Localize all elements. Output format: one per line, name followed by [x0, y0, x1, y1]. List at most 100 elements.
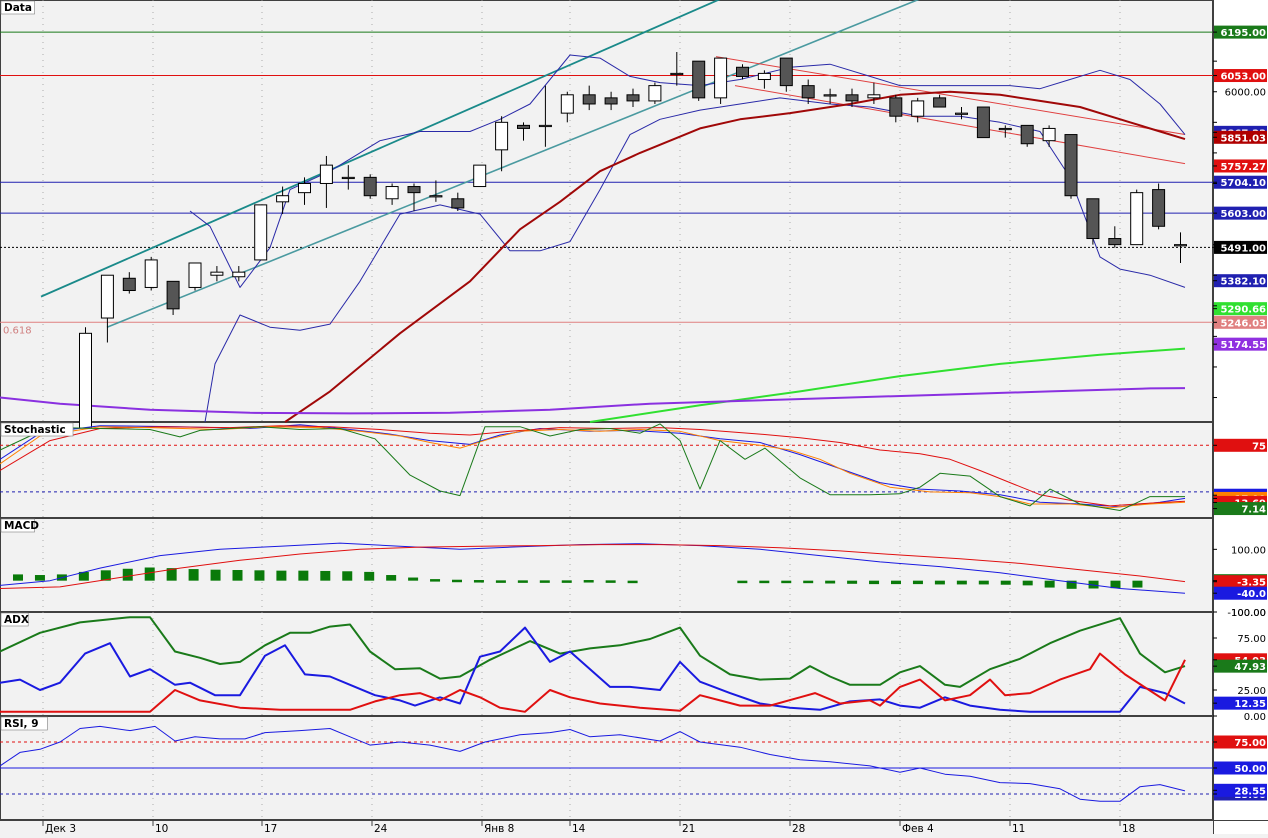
level-label: 6195.00 — [1220, 28, 1266, 39]
level-label: 5491.00 — [1220, 243, 1266, 254]
level-label-box — [1214, 175, 1267, 189]
candle-body — [1064, 134, 1078, 197]
time-tick-label: Фев 4 — [902, 823, 934, 834]
macd-histogram-bar — [78, 571, 89, 581]
level-label: 6053.00 — [1220, 72, 1266, 83]
macd-histogram-bar — [781, 580, 792, 584]
channel-line-upper — [40, 0, 721, 298]
indicator-value-label: 5851.03 — [1220, 133, 1266, 144]
rsi-value-label-box — [1214, 783, 1267, 797]
candle-body — [385, 186, 399, 200]
macd-signal-line — [0, 544, 1186, 589]
macd-histogram-bar — [517, 580, 528, 583]
macd-histogram-bar — [122, 568, 133, 581]
candle-body — [1020, 124, 1034, 145]
minus-di-line — [0, 652, 1186, 713]
candle-body — [495, 121, 509, 151]
macd-histogram-bar — [430, 579, 441, 582]
macd-histogram-bar — [1022, 580, 1033, 586]
indicator-value-label: 5290.66 — [1220, 305, 1266, 316]
time-tick-label: 14 — [572, 823, 586, 834]
candle-body — [933, 97, 947, 108]
rsi-level-label: 50.00 — [1234, 764, 1266, 775]
macd-histogram-bar — [759, 580, 770, 584]
macd-histogram-bar — [1000, 580, 1011, 585]
candle-body — [473, 164, 487, 188]
level-label-box — [1214, 206, 1267, 220]
macd-histogram-bar — [254, 570, 265, 581]
candle-body — [232, 271, 246, 278]
macd-histogram-bar — [1132, 580, 1143, 588]
candle-body — [79, 332, 92, 429]
downtrend-line-upper — [715, 56, 1186, 136]
macd-histogram-bar — [956, 580, 967, 585]
adx-value-label: 12.35 — [1234, 699, 1266, 710]
level-label-box — [1214, 69, 1267, 83]
rsi-level-label: 75.00 — [1234, 738, 1266, 749]
adx-value-label-box — [1214, 696, 1267, 710]
candle-body — [560, 94, 574, 114]
candle-body — [582, 94, 596, 105]
macd-histogram-bar — [34, 575, 45, 581]
stochastic-level-label-box — [1214, 438, 1267, 452]
rsi-title: RSI, 9 — [4, 718, 39, 730]
adx-line — [0, 616, 1186, 688]
channel-line-lower — [106, 0, 920, 328]
macd-title-box — [0, 518, 35, 533]
macd-title: MACD — [4, 520, 39, 532]
data-title-box — [0, 0, 35, 15]
macd-histogram-bar — [473, 580, 484, 583]
macd-histogram-bar — [13, 574, 23, 581]
price-tick-label: 6000.00 — [1225, 88, 1266, 99]
candle-body — [998, 127, 1012, 131]
adx-title-box — [0, 612, 29, 627]
macd-histogram-bar — [1066, 580, 1077, 589]
macd-value-label: -40.0 — [1237, 589, 1266, 600]
level-label-box — [1214, 25, 1267, 39]
candle-body — [254, 204, 268, 261]
candle-body — [517, 124, 530, 129]
macd-histogram-bar — [869, 580, 880, 585]
candle-body — [692, 60, 706, 99]
time-tick-label: 11 — [1012, 823, 1025, 834]
macd-histogram-bar — [934, 580, 945, 585]
candle-body — [144, 259, 158, 288]
macd-histogram-bar — [342, 571, 353, 581]
candle-body — [407, 186, 421, 194]
adx-value-label: 47.93 — [1234, 662, 1266, 673]
rsi-level-label-box — [1214, 735, 1267, 749]
adx-tick-label: 0.00 — [1244, 712, 1266, 723]
candle-body — [889, 97, 903, 117]
candle-body — [604, 97, 618, 105]
adx-title: ADX — [4, 614, 29, 626]
rsi-value-label: 28.55 — [1234, 786, 1266, 797]
macd-histogram-bar — [978, 580, 989, 585]
candle-body — [779, 57, 793, 87]
candle-body — [714, 57, 728, 99]
candle-body — [276, 195, 290, 203]
candle-body — [911, 100, 925, 117]
indicator-value-label-box — [1214, 302, 1267, 316]
candle-body — [319, 164, 333, 184]
candle-body — [845, 94, 859, 102]
candle-body — [451, 198, 465, 209]
candle-body — [298, 182, 311, 194]
macd-histogram-bar — [803, 580, 814, 584]
time-tick-label: 18 — [1122, 823, 1135, 834]
level-label: 5603.00 — [1220, 209, 1266, 220]
stochastic-level-label: 75 — [1252, 441, 1266, 452]
time-tick-label: 17 — [264, 823, 277, 834]
candle-body — [1086, 198, 1100, 240]
candle-body — [429, 195, 443, 198]
time-tick-label: 28 — [792, 823, 805, 834]
adx-tick-label: 100.00 — [1231, 608, 1266, 619]
candle-body — [166, 280, 180, 310]
macd-histogram-bar — [100, 570, 111, 581]
candle-body — [1130, 192, 1144, 246]
macd-histogram-bar — [847, 580, 858, 584]
time-tick-label: 24 — [374, 823, 388, 834]
time-tick-label: 10 — [155, 823, 168, 834]
indicator-value-label-box — [1214, 159, 1267, 173]
stochastic-title: Stochastic — [4, 424, 66, 436]
